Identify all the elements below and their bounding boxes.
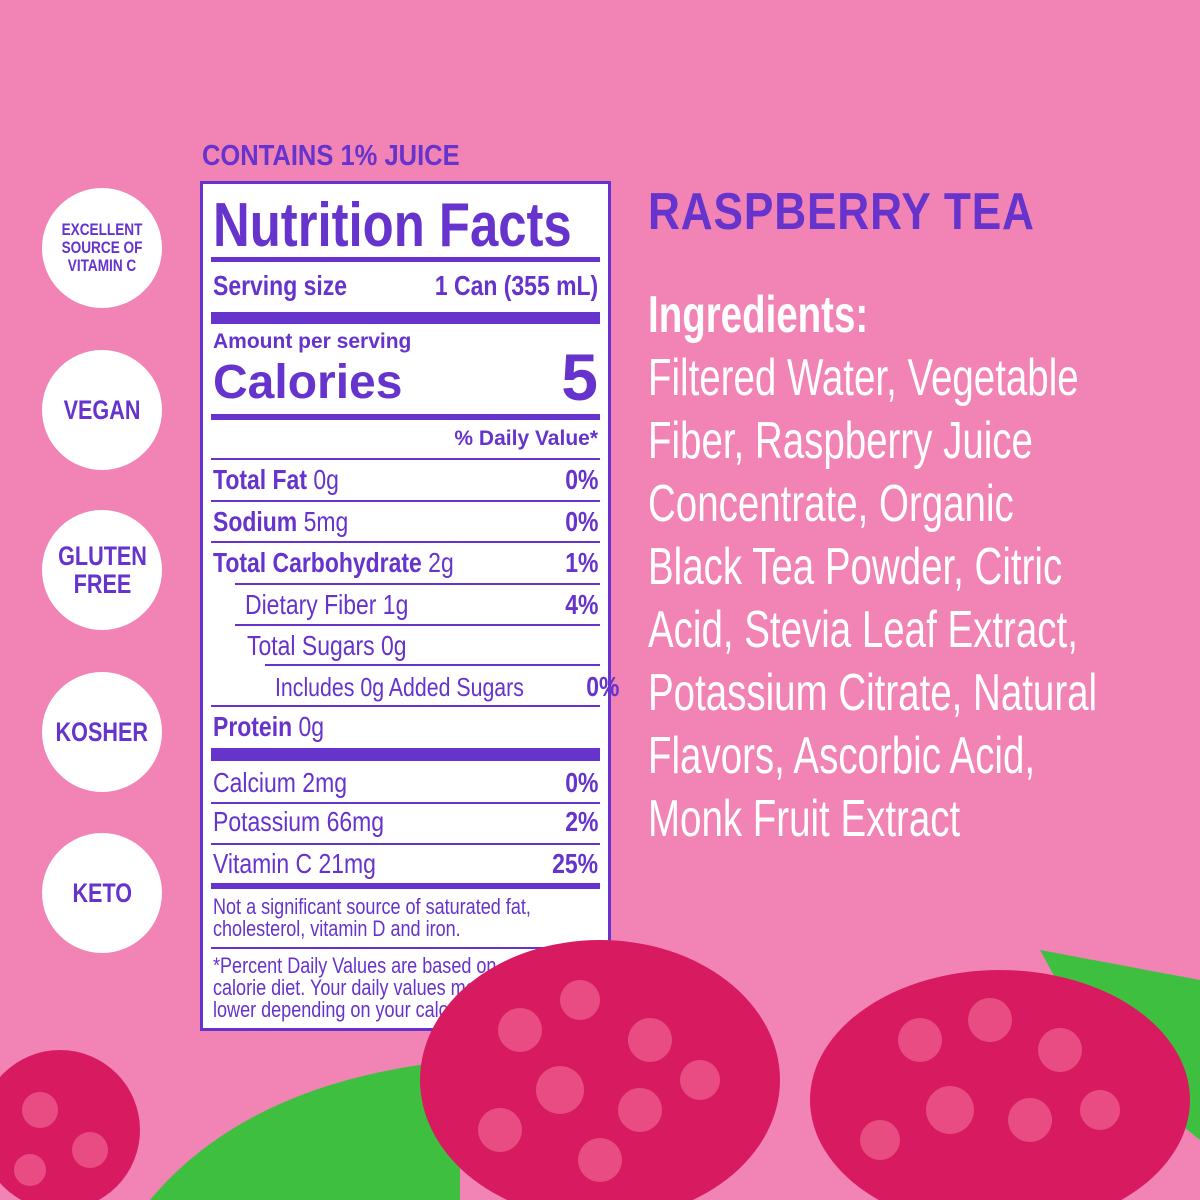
label-note: Not a significant source of saturated fa… <box>213 894 531 941</box>
badge-vegan: VEGAN <box>42 350 162 470</box>
nutrient-row-fiber: Dietary Fiber 1g 4% <box>245 589 598 620</box>
ingredients-list: Filtered Water, Vegetable Fiber, Raspber… <box>648 349 1098 848</box>
badge-keto: KETO <box>42 833 162 953</box>
nutrient-row-carbohydrate: Total Carbohydrate 2g 1% <box>213 547 598 578</box>
vitamin-row-calcium: Calcium 2mg 0% <box>213 767 598 798</box>
daily-value-header: % Daily Value* <box>454 427 598 450</box>
amount-per-serving: Amount per serving <box>213 330 412 353</box>
nutrition-facts-label: Nutrition Facts Serving size 1 Can (355 m… <box>200 181 620 1031</box>
vitamin-row-potassium: Potassium 66mg 2% <box>213 806 598 837</box>
nutrient-row-sugars: Total Sugars 0g <box>247 630 407 661</box>
label-title: Nutrition Facts <box>213 191 572 260</box>
juice-content: CONTAINS 1% JUICE <box>202 140 460 172</box>
raspberry-illustration <box>0 940 1200 1200</box>
ingredients-heading: Ingredients: <box>648 286 869 344</box>
badge-gluten-free: GLUTEN FREE <box>42 510 162 630</box>
nutrient-row-added-sugars: Includes 0g Added Sugars 0% <box>275 671 620 702</box>
badge-vitamin-c: EXCELLENT SOURCE OF VITAMIN C <box>42 188 162 308</box>
nutrient-row-total-fat: Total Fat 0g 0% <box>213 464 598 495</box>
badge-kosher: KOSHER <box>42 672 162 792</box>
nutrient-row-protein: Protein 0g <box>213 711 325 742</box>
vitamin-row-vitamin-c: Vitamin C 21mg 25% <box>213 848 598 879</box>
calories: Calories 5 <box>213 340 598 414</box>
nutrient-row-sodium: Sodium 5mg 0% <box>213 506 598 537</box>
ingredients: Ingredients: Filtered Water, Vegetable F… <box>648 284 1107 851</box>
leaf-icon <box>150 1060 460 1200</box>
product-name: RASPBERRY TEA <box>648 183 1035 241</box>
serving-size: Serving size 1 Can (355 mL) <box>213 270 598 301</box>
